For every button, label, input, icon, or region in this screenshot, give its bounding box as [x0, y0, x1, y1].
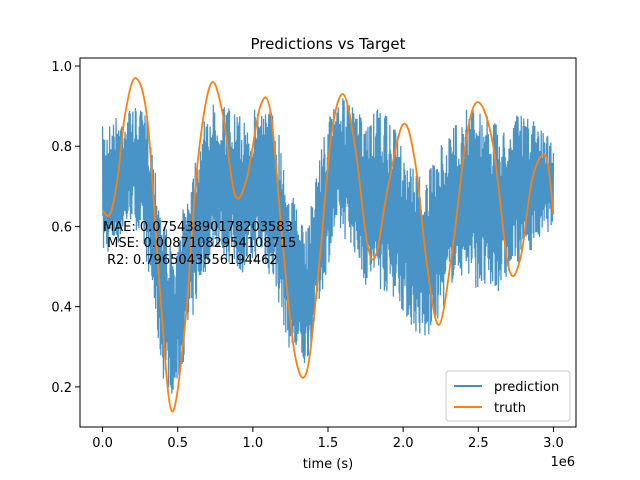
y-tick-label: 0.8: [51, 140, 72, 155]
legend-box: [445, 370, 571, 422]
x-tick-label: 1.0: [243, 436, 264, 451]
y-axis: 0.2 0.4 0.6 0.8 1.0: [51, 60, 80, 396]
legend-label-prediction: prediction: [494, 380, 559, 395]
legend: prediction truth: [445, 370, 571, 422]
plot-area: [101, 77, 555, 413]
x-offset-label: 1e6: [550, 455, 575, 470]
x-tick-label: 2.5: [468, 436, 489, 451]
x-tick-label: 0.5: [167, 436, 188, 451]
x-tick-label: 2.0: [393, 436, 414, 451]
x-tick-label: 3.0: [543, 436, 564, 451]
legend-label-truth: truth: [494, 401, 526, 416]
y-tick-label: 1.0: [51, 60, 72, 75]
y-tick-label: 0.2: [51, 381, 72, 396]
metric-r2: R2: 0.7965043556194462: [103, 253, 278, 268]
chart-title: Predictions vs Target: [251, 35, 406, 53]
x-tick-label: 1.5: [318, 436, 339, 451]
series-prediction-line: [101, 98, 555, 394]
metrics-annotation: MAE: 0.07543890178203583 MSE: 0.00871082…: [103, 220, 296, 268]
y-tick-label: 0.6: [51, 220, 72, 235]
metric-mse: MSE: 0.00871082954108715: [103, 236, 296, 251]
x-tick-label: 0.0: [92, 436, 113, 451]
x-axis-label: time (s): [303, 457, 353, 472]
series-truth-line: [101, 77, 555, 413]
x-axis: 0.0 0.5 1.0 1.5 2.0 2.5 3.0: [92, 427, 564, 451]
y-tick-label: 0.4: [51, 301, 72, 316]
metric-mae: MAE: 0.07543890178203583: [103, 220, 293, 235]
